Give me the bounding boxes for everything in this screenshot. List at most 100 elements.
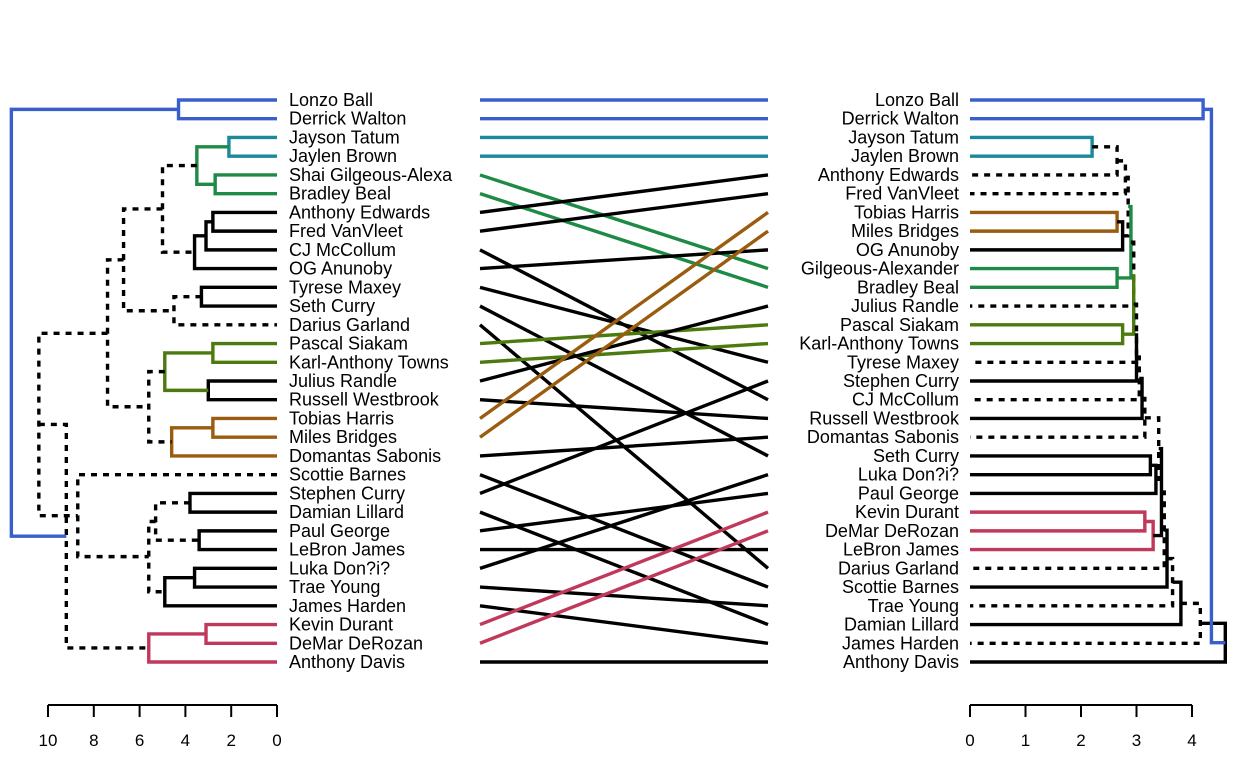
left-height-axis: 10 8 6 4 2 0 (39, 704, 282, 750)
right-leaf-label: Damian Lillard (844, 615, 959, 635)
right-axis-tick-label: 4 (1187, 731, 1196, 750)
left-leaf-label: Derrick Walton (289, 109, 406, 129)
left-leaf-label: CJ McCollum (289, 240, 396, 260)
right-leaf-label: Anthony Davis (843, 652, 959, 672)
left-dendrogram-branch (197, 529, 277, 552)
left-dendrogram-branch (213, 173, 277, 196)
right-axis-tick-label: 1 (1021, 731, 1030, 750)
connector-stephen-curry (479, 379, 769, 495)
right-dendrogram-branch (970, 376, 1144, 421)
right-dendrogram-branch (970, 323, 1125, 346)
connector-kevin-durant (479, 510, 769, 627)
left-dendrogram-branch (9, 107, 179, 538)
right-dendrogram-branch (970, 159, 1128, 196)
left-leaf-label: DeMar DeRozan (289, 633, 423, 653)
right-leaf-label: CJ McCollum (852, 390, 959, 410)
left-leaf-label: Tobias Harris (289, 408, 394, 428)
left-dendrogram-branch (204, 622, 277, 645)
right-leaf-label: Paul George (858, 483, 959, 503)
left-dendrogram-branch (38, 422, 149, 650)
right-dendrogram-branch (1203, 107, 1226, 645)
left-leaf-label: Domantas Sabonis (289, 446, 441, 466)
right-leaf-label: Bradley Beal (857, 277, 959, 297)
left-leaf-label: Julius Randle (289, 371, 397, 391)
left-axis-tick-label: 10 (39, 731, 58, 750)
left-dendrogram-branch (121, 207, 174, 313)
right-dendrogram-branch (970, 220, 1125, 252)
left-leaf-label: Lonzo Ball (289, 90, 373, 110)
left-leaf-label: Seth Curry (289, 296, 375, 316)
right-leaf-label: Jaylen Brown (851, 146, 959, 166)
left-leaf-label: Anthony Edwards (289, 202, 430, 222)
left-dendrogram-branch (172, 295, 277, 327)
left-dendrogram-branch (206, 379, 277, 402)
left-dendrogram-branch (147, 369, 172, 444)
left-dendrogram-branch (204, 220, 277, 252)
connector-bradley-beal (479, 192, 769, 289)
left-leaf-label: Pascal Siakam (289, 334, 408, 354)
left-leaf-label: Jayson Tatum (289, 127, 400, 147)
left-leaf-label: LeBron James (289, 540, 405, 560)
left-axis-tick-label: 0 (272, 731, 281, 750)
right-leaf-label: Julius Randle (851, 296, 959, 316)
left-dendrogram-branch (192, 566, 277, 589)
left-dendrogram-branch (188, 491, 277, 514)
right-leaf-label: Domantas Sabonis (807, 427, 959, 447)
left-leaf-label: James Harden (289, 596, 406, 616)
right-leaf-label: Miles Bridges (851, 221, 959, 241)
connector-julius-randle (479, 304, 769, 383)
connector-anthony-edwards (479, 173, 769, 215)
left-dendrogram-branch (147, 632, 277, 664)
right-dendrogram-branch (970, 266, 1119, 290)
left-dendrogram-branch (37, 331, 108, 518)
left-leaf-label: OG Anunoby (289, 259, 392, 279)
right-dendrogram-branch (970, 454, 1153, 477)
left-dendrogram-branch (211, 341, 277, 364)
right-dendrogram-branch (1122, 175, 1130, 238)
right-axis-tick-label: 3 (1132, 731, 1141, 750)
connector-fred-vanvleet (479, 191, 769, 233)
left-axis-tick-label: 4 (181, 731, 190, 750)
right-leaf-label: LeBron James (843, 540, 959, 560)
right-dendrogram-branch (970, 145, 1119, 177)
right-leaf-label: Derrick Walton (842, 109, 959, 129)
left-leaf-label: Damian Lillard (289, 502, 404, 522)
connector-james-harden (479, 604, 769, 645)
left-leaf-label: Karl-Anthony Towns (289, 352, 449, 372)
right-axis-tick-label: 0 (965, 731, 974, 750)
connector-scottie-barnes (479, 473, 769, 589)
right-leaf-label: Kevin Durant (855, 502, 959, 522)
left-dendrogram-branch (163, 576, 277, 608)
right-leaf-label: Fred VanVleet (845, 184, 959, 204)
right-leaf-label: Gilgeous-Alexander (801, 259, 959, 279)
connector-trae-young (479, 585, 769, 608)
right-leaf-label: Pascal Siakam (840, 315, 959, 335)
left-leaf-label: Kevin Durant (289, 615, 393, 635)
right-leaf-label: Stephen Curry (843, 371, 959, 391)
right-leaf-label: Seth Curry (873, 446, 959, 466)
left-axis-tick-label: 8 (89, 731, 98, 750)
right-leaf-label: Tyrese Maxey (847, 352, 959, 372)
connector-lines (478, 98, 770, 664)
left-leaf-label: Stephen Curry (289, 483, 405, 503)
left-dendrogram-branch (211, 210, 277, 233)
right-leaf-label: Tobias Harris (854, 202, 959, 222)
right-leaf-label: Lonzo Ball (875, 90, 959, 110)
right-dendrogram-branch (970, 556, 1175, 608)
right-dendrogram-branch (970, 601, 1203, 645)
left-dendrogram-branch (211, 416, 277, 439)
right-dendrogram-branch (970, 333, 1139, 383)
left-leaf-label: Russell Westbrook (289, 390, 440, 410)
left-dendrogram-branch (227, 135, 277, 158)
connector-tyrese-maxey (479, 285, 769, 364)
right-leaf-label: Jayson Tatum (848, 127, 959, 147)
left-axis-tick-label: 6 (135, 731, 144, 750)
connector-shai-gilgeous-alexa (479, 173, 769, 271)
left-leaf-label: Anthony Davis (289, 652, 405, 672)
right-leaf-label: OG Anunoby (856, 240, 959, 260)
left-dendrogram-branch (195, 145, 229, 186)
connector-luka-don-i (479, 473, 769, 570)
right-dendrogram-branch (1144, 416, 1161, 482)
right-dendrogram-branch (1153, 446, 1164, 538)
